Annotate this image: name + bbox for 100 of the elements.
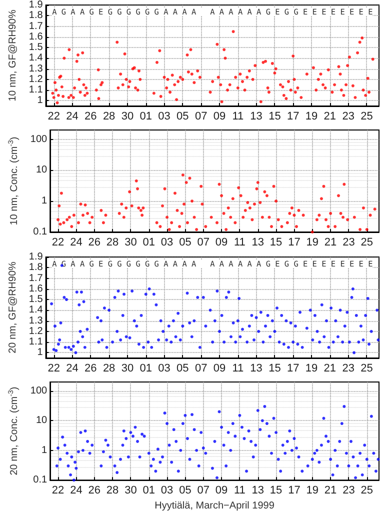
x-tick-label: 30 (121, 362, 134, 374)
x-tick-label: 22 (48, 362, 60, 374)
x-tick-label: 17 (288, 236, 300, 248)
x-tick-label: 25 (360, 362, 373, 374)
y-tick-label: 1.5 (28, 42, 44, 54)
x-tick-label: 13 (252, 236, 264, 248)
y-tick-label: 1 (42, 196, 48, 207)
x-tick-label: 05 (176, 110, 189, 122)
x-tick-label: 11 (234, 484, 246, 497)
y-tick-label: 1.7 (28, 20, 44, 32)
x-axis-title: Hyytiälä, March−April 1999 (154, 500, 275, 512)
y-axis-title: 10 nm, GF@RH90% (8, 9, 18, 102)
y-tick-label: 100 (30, 134, 48, 145)
x-tick-label: 26 (88, 484, 100, 497)
x-tick-label: 30 (121, 110, 134, 122)
x-tick-label: 11 (232, 362, 244, 374)
x-tick-label: 26 (88, 236, 100, 248)
x-tick-label: 03 (158, 362, 170, 374)
x-tick-label: 22 (52, 236, 64, 248)
y-tick-label: 1.7 (28, 272, 44, 284)
y-tick-label: 1 (37, 95, 44, 106)
x-tick-label: 09 (213, 110, 226, 122)
y-tick-label: 1.9 (28, 0, 44, 10)
x-tick-label: 21 (324, 236, 337, 248)
x-tick-label: 21 (324, 484, 337, 497)
x-tick-label: 22 (52, 484, 64, 497)
y-tick-label: 1.4 (28, 52, 44, 64)
x-tick-label: 30 (124, 236, 137, 248)
x-tick-label: 26 (84, 110, 97, 122)
x-tick-label: 25 (360, 484, 374, 497)
y-tick-label: 1.6 (28, 31, 44, 42)
x-tick-label: 23 (342, 484, 355, 497)
x-tick-label: 01 (140, 362, 152, 374)
x-tick-label: 23 (342, 362, 354, 374)
x-tick-label: 03 (160, 484, 174, 497)
x-tick-label: 07 (197, 484, 210, 497)
y-tick-label: 1.2 (28, 326, 44, 337)
y-tick-label: 1.5 (28, 294, 44, 306)
x-tick-label: 23 (342, 236, 355, 248)
x-tick-label: 09 (215, 236, 228, 248)
x-tick-label: 11 (232, 110, 244, 122)
y-tick-label: 1.2 (28, 74, 44, 85)
x-tick-label: 03 (158, 110, 170, 122)
y-tick-label: 1.4 (28, 304, 44, 316)
x-tick-label: 07 (197, 236, 210, 248)
x-tick-label: 23 (342, 110, 354, 122)
x-tick-label: 05 (179, 236, 192, 248)
y-tick-label: 10 (36, 415, 48, 426)
x-tick-label: 25 (360, 110, 373, 122)
x-tick-label: 25 (360, 236, 374, 248)
x-tick-label: 24 (70, 236, 82, 248)
y-tick-label: 1.1 (28, 336, 44, 348)
x-tick-label: 01 (142, 484, 155, 497)
x-tick-label: 03 (160, 236, 174, 248)
x-tick-label: 24 (70, 484, 82, 497)
x-tick-label: 07 (194, 362, 208, 374)
x-tick-label: 01 (140, 110, 152, 122)
y-tick-label: 1.3 (28, 63, 44, 74)
x-tick-label: 07 (194, 110, 208, 122)
x-tick-label: 13 (250, 110, 262, 122)
x-tick-label: 05 (176, 362, 189, 374)
x-tick-label: 19 (305, 362, 318, 374)
x-tick-label: 28 (102, 362, 116, 374)
x-tick-label: 13 (252, 484, 264, 497)
x-tick-label: 15 (268, 110, 281, 122)
y-tick-label: 1 (42, 444, 48, 456)
x-tick-label: 11 (234, 236, 246, 248)
x-tick-label: 13 (250, 362, 262, 374)
x-tick-label: 26 (84, 362, 97, 374)
x-tick-label: 22 (48, 110, 60, 122)
x-tick-label: 01 (142, 236, 155, 248)
x-tick-label: 21 (324, 362, 336, 374)
x-tick-label: 19 (306, 484, 319, 497)
y-tick-label: 1.1 (28, 84, 44, 96)
x-tick-label: 17 (286, 110, 300, 122)
x-tick-label: 17 (286, 362, 300, 374)
y-axis-title: 20 nm, GF@RH90% (8, 261, 18, 354)
y-tick-label: 1.6 (28, 283, 44, 294)
x-tick-label: 15 (270, 236, 282, 248)
x-tick-label: 19 (306, 236, 319, 248)
x-tick-label: 17 (288, 484, 300, 497)
y-tick-label: 1.9 (28, 252, 44, 262)
y-tick-label: 0.1 (33, 474, 48, 486)
x-tick-label: 30 (124, 484, 137, 497)
y-tick-label: 1 (37, 347, 44, 358)
x-tick-label: 15 (268, 362, 281, 374)
x-tick-label: 24 (66, 110, 78, 122)
x-tick-label: 21 (324, 110, 336, 122)
y-tick-label: 1.3 (28, 315, 44, 326)
x-tick-label: 09 (213, 362, 226, 374)
y-tick-label: 100 (30, 385, 48, 396)
x-tick-label: 19 (305, 110, 318, 122)
x-tick-label: 05 (179, 484, 192, 497)
x-tick-label: 28 (106, 236, 119, 248)
x-tick-label: 24 (66, 362, 78, 374)
x-tick-label: 15 (270, 484, 282, 497)
y-tick-label: 10 (36, 164, 48, 176)
y-tick-label: 1.8 (28, 10, 44, 22)
x-tick-label: 28 (102, 110, 116, 122)
x-tick-label: 28 (106, 484, 119, 497)
